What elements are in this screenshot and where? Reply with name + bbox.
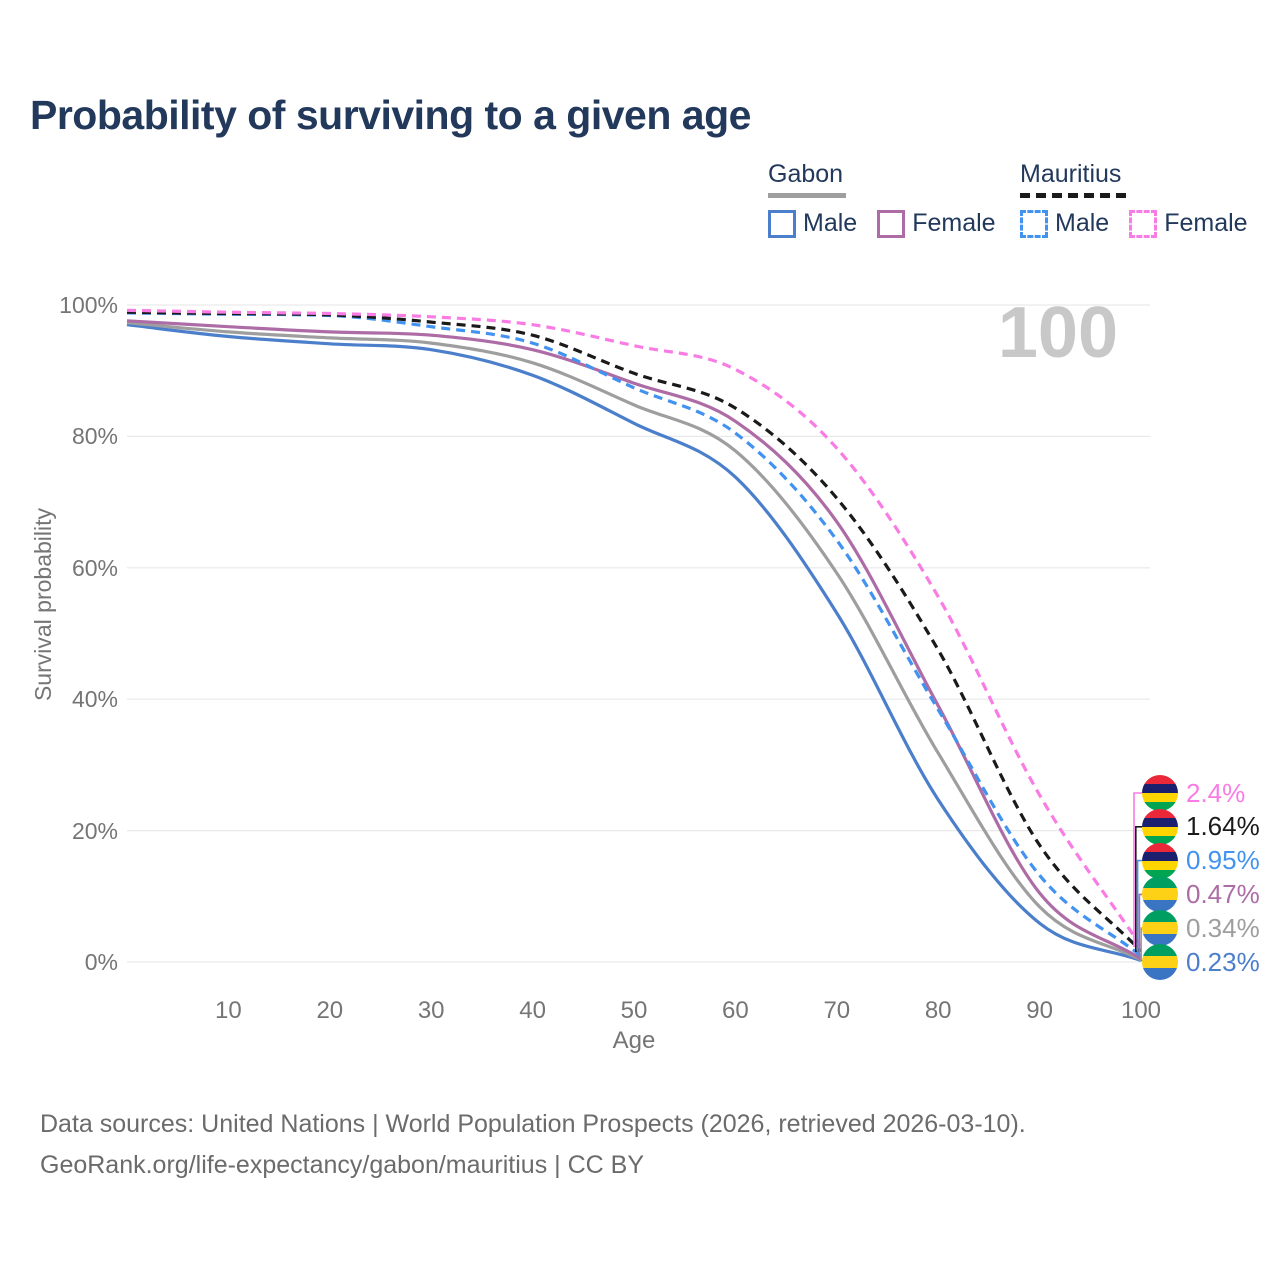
- x-tick-label: 30: [417, 997, 445, 1024]
- legend-linestyle-solid: [768, 193, 846, 198]
- series-line-gabon-both[interactable]: [126, 321, 1142, 962]
- end-label-gabon-male: 0.23%: [1142, 944, 1260, 981]
- end-label-connector: [1138, 893, 1142, 960]
- end-value-label: 0.34%: [1186, 912, 1260, 943]
- x-tick-label: 50: [620, 997, 648, 1024]
- end-value-label: 1.64%: [1186, 811, 1260, 842]
- x-axis-label: Age: [612, 1027, 656, 1054]
- end-value-label: 0.23%: [1186, 946, 1260, 977]
- series-line-gabon-male[interactable]: [126, 323, 1142, 963]
- y-axis-label: Survival probability: [30, 508, 56, 702]
- y-tick-label: 20%: [71, 817, 118, 844]
- legend-header-mauritius[interactable]: Mauritius: [1020, 160, 1122, 188]
- page-title: Probability of surviving to a given age: [30, 92, 751, 138]
- mauritius-flag-icon: [1142, 775, 1178, 811]
- line-swatch-icon: [1020, 209, 1048, 238]
- y-tick-label: 0%: [84, 949, 118, 975]
- footer-data-sources: Data sources: United Nations | World Pop…: [40, 1110, 1026, 1138]
- gabon-flag-icon: [1142, 876, 1178, 913]
- series-line-mauritius-both[interactable]: [126, 310, 1143, 953]
- x-tick-label: 10: [215, 997, 242, 1024]
- y-tick-label: 80%: [71, 423, 118, 450]
- legend-item-gabon-male[interactable]: Male: [768, 209, 857, 238]
- mauritius-flag-icon: [1142, 808, 1178, 845]
- series-line-mauritius-female[interactable]: [126, 308, 1143, 948]
- footer-attribution: Data sources: United Nations | World Pop…: [40, 1104, 1026, 1186]
- legend-header-gabon[interactable]: Gabon: [768, 160, 844, 188]
- end-label-mauritius-female: 2.4%: [1142, 775, 1245, 812]
- x-tick-label: 100: [1120, 997, 1162, 1024]
- end-label-gabon-both: 0.34%: [1142, 910, 1260, 947]
- end-value-label: 0.47%: [1186, 878, 1260, 909]
- x-tick-label: 70: [823, 997, 851, 1024]
- end-value-label: 2.4%: [1186, 777, 1246, 808]
- gabon-flag-icon: [1142, 944, 1178, 980]
- legend-item-mauritius-male[interactable]: Male: [1020, 209, 1109, 238]
- x-tick-label: 90: [1026, 997, 1053, 1024]
- gabon-flag-icon: [1142, 910, 1178, 947]
- x-tick-label: 20: [316, 997, 344, 1024]
- end-label-gabon-female: 0.47%: [1142, 876, 1260, 913]
- legend-linestyle-dashed: [1020, 193, 1132, 198]
- end-label-mauritius-both: 1.64%: [1142, 808, 1260, 845]
- mauritius-flag-icon: [1142, 842, 1178, 879]
- y-tick-label: 60%: [71, 554, 118, 581]
- end-value-label: 0.95%: [1186, 845, 1260, 876]
- legend-group-mauritius: Mauritius Male Female: [1020, 160, 1248, 238]
- series-line-gabon-female[interactable]: [126, 319, 1142, 961]
- series-line-mauritius-male[interactable]: [126, 311, 1142, 958]
- line-swatch-icon: [1129, 209, 1158, 238]
- age-counter-watermark: 100: [997, 293, 1118, 373]
- x-tick-label: 60: [722, 997, 749, 1024]
- legend-item-label: Male: [803, 209, 858, 237]
- legend-item-label: Female: [1164, 209, 1248, 237]
- x-tick-label: 40: [519, 997, 546, 1024]
- legend-item-label: Female: [912, 209, 996, 237]
- footer-url[interactable]: GeoRank.org/life-expectancy/gabon/maurit…: [40, 1151, 645, 1179]
- legend-item-mauritius-female[interactable]: Female: [1129, 209, 1248, 238]
- legend-item-label: Male: [1055, 209, 1110, 237]
- end-label-mauritius-male: 0.95%: [1142, 842, 1260, 879]
- line-swatch-icon: [877, 209, 906, 238]
- legend-item-gabon-female[interactable]: Female: [877, 209, 996, 238]
- line-swatch-icon: [768, 209, 796, 238]
- y-tick-label: 40%: [71, 686, 118, 713]
- x-tick-label: 80: [924, 997, 952, 1024]
- legend-group-gabon: Gabon Male Female: [768, 160, 996, 238]
- y-tick-label: 100%: [59, 292, 118, 318]
